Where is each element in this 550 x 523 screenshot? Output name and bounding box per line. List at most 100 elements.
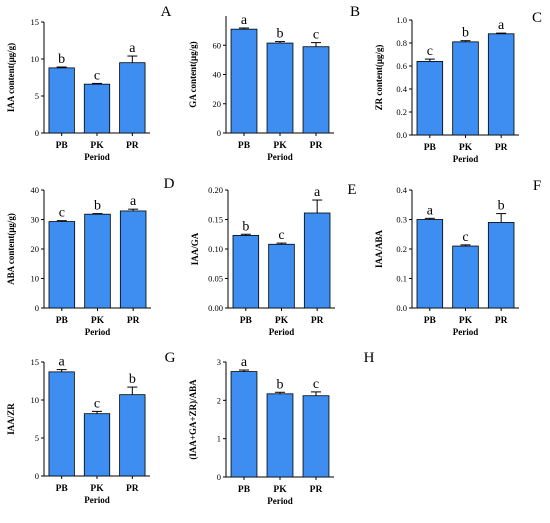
y-tick-label: 15 — [31, 17, 40, 27]
x-axis-title: Period — [85, 327, 111, 337]
bar-pr — [119, 210, 147, 309]
y-tick-label: 0 — [217, 472, 221, 482]
x-tick-label: PR — [126, 141, 139, 151]
y-tick-label: 2 — [217, 395, 221, 405]
x-axis-title: Period — [267, 496, 293, 506]
y-tick-label: 20 — [31, 244, 40, 254]
bar-pr — [119, 62, 146, 134]
y-tick-label: 0.2 — [396, 107, 407, 117]
bar-pb — [416, 61, 444, 136]
bar-pb — [230, 371, 258, 478]
bar-pk — [83, 413, 111, 477]
x-tick-label: PK — [459, 143, 473, 153]
y-tick-label: 0 — [35, 303, 39, 313]
y-axis-title: IAA/ZR — [6, 403, 16, 435]
panel-label: C — [532, 10, 542, 26]
y-axis-title: (IAA+GA+ZR)/ABA — [188, 379, 198, 460]
y-tick-label: 10 — [31, 395, 40, 405]
x-axis-title: Period — [84, 152, 110, 162]
panel-label: A — [161, 4, 172, 20]
x-tick-label: PK — [459, 316, 473, 326]
x-tick-label: PR — [126, 484, 139, 494]
y-axis-title: IAA/GA — [190, 232, 200, 265]
y-tick-label: 10 — [31, 274, 40, 284]
y-tick-label: 40 — [31, 185, 40, 195]
panel-label: G — [165, 350, 176, 366]
y-tick-label: 20 — [213, 99, 222, 109]
x-axis-title: Period — [84, 495, 110, 505]
bar-pb — [416, 219, 444, 309]
x-tick-label: PB — [56, 316, 69, 326]
y-tick-label: 0.6 — [396, 61, 407, 71]
chart-panel-h: 0 1 2 3 a PB b PK c PR Period (IAA+GA+ZR)/ABA H — [188, 350, 375, 506]
significance-letter: a — [129, 41, 136, 56]
significance-letter: c — [462, 230, 468, 245]
chart-panel-a: 0 5 10 15 b PB c PK a PR Period IAA content(μg/g) A — [6, 4, 172, 162]
x-tick-label: PK — [275, 316, 289, 326]
significance-letter: a — [241, 13, 248, 28]
bar-pb — [232, 235, 260, 309]
x-axis-title: Period — [453, 154, 479, 164]
bar-pr — [302, 46, 330, 134]
bar-pk — [266, 42, 294, 134]
y-tick-label: 0.05 — [208, 274, 223, 284]
significance-letter: a — [130, 194, 137, 209]
y-axis-title: ABA content(μg/g) — [6, 213, 16, 285]
panel-label: F — [533, 178, 541, 194]
bar-pb — [48, 371, 75, 477]
significance-letter: b — [462, 26, 469, 41]
y-tick-label: 0.2 — [396, 244, 407, 254]
chart-panel-g: 0 5 10 15 a PB c PK b PR Period IAA/ZR G — [6, 350, 176, 505]
significance-letter: a — [241, 355, 248, 370]
x-tick-label: PB — [240, 316, 253, 326]
x-tick-label: PK — [90, 484, 104, 494]
y-tick-label: 0 — [35, 471, 39, 481]
y-tick-label: 60 — [213, 40, 222, 50]
significance-letter: a — [314, 185, 321, 200]
y-tick-label: 0.10 — [208, 244, 223, 254]
significance-letter: c — [94, 68, 100, 83]
x-axis-title: Period — [453, 327, 479, 337]
significance-letter: b — [58, 52, 65, 67]
significance-letter: b — [94, 199, 101, 214]
bar-pr — [302, 395, 330, 478]
x-tick-label: PB — [56, 141, 69, 151]
significance-letter: b — [277, 27, 284, 42]
x-axis-title: Period — [267, 152, 293, 162]
significance-letter: c — [59, 206, 65, 221]
chart-panel-f: 0.0 0.1 0.2 0.3 0.4 a PB c PK b PR Period IAA/ABA F — [374, 178, 541, 337]
significance-letter: b — [242, 219, 249, 234]
y-tick-label: 0.4 — [396, 185, 407, 195]
x-axis-title: Period — [269, 327, 295, 337]
y-tick-label: 0.4 — [396, 84, 407, 94]
x-tick-label: PB — [424, 143, 437, 153]
chart-panel-e: 0.00 0.05 0.10 0.15 0.20 b PB c PK a PR Period IAA/G… — [190, 182, 357, 337]
x-tick-label: PB — [238, 485, 251, 495]
x-tick-label: PR — [310, 141, 323, 151]
y-axis-title: IAA content(μg/g) — [6, 43, 16, 112]
significance-letter: c — [313, 377, 319, 392]
y-axis-title: GA content(μg/g) — [188, 41, 198, 107]
bar-pk — [266, 393, 294, 478]
x-tick-label: PR — [127, 316, 140, 326]
significance-letter: c — [94, 396, 100, 411]
x-tick-label: PB — [56, 484, 69, 494]
bar-pk — [83, 83, 111, 134]
x-tick-label: PR — [495, 143, 508, 153]
x-tick-label: PK — [90, 141, 104, 151]
panel-label: H — [364, 350, 375, 366]
y-tick-label: 30 — [31, 215, 40, 225]
significance-letter: c — [278, 228, 284, 243]
significance-letter: c — [313, 28, 319, 43]
bar-pk — [452, 245, 479, 309]
significance-letter: b — [498, 199, 505, 214]
x-tick-label: PB — [424, 316, 437, 326]
bar-pr — [487, 222, 515, 309]
significance-letter: b — [277, 377, 284, 392]
significance-letter: a — [498, 18, 505, 33]
significance-letter: c — [427, 44, 433, 59]
y-tick-label: 1 — [217, 434, 221, 444]
significance-letter: a — [427, 203, 434, 218]
y-tick-label: 0.00 — [208, 303, 223, 313]
